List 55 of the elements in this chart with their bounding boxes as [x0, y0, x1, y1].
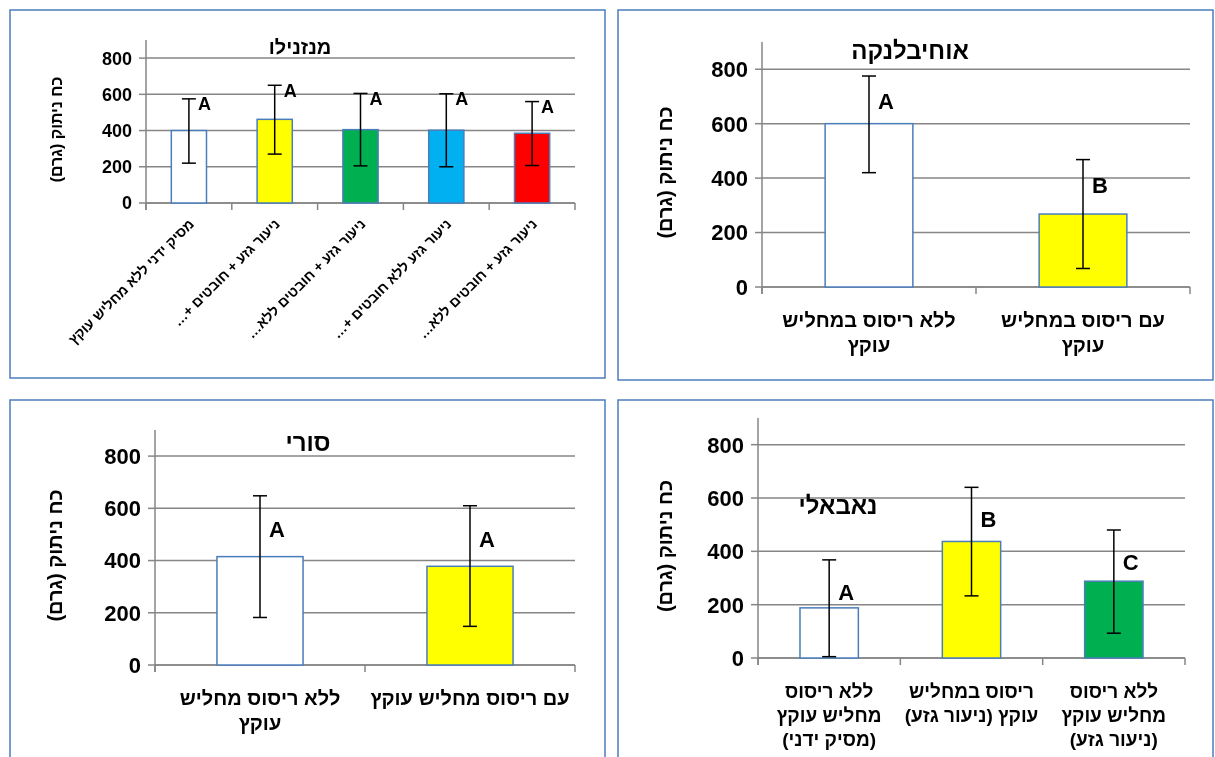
chart-title: מנזנילו — [268, 36, 332, 59]
y-axis-title: כח ניתוק (גרם) — [48, 76, 65, 183]
y-tick-label: 600 — [707, 485, 744, 511]
bar — [799, 607, 860, 659]
annotation: A — [479, 526, 495, 552]
annotation: A — [369, 88, 383, 109]
y-tick-label: 600 — [711, 111, 748, 137]
annotation: A — [878, 88, 894, 114]
y-tick-label: 400 — [104, 548, 141, 574]
annotation: A — [269, 516, 285, 542]
chart-title: סורי — [285, 428, 331, 456]
chart-title: אוחיבלנקה — [851, 36, 969, 64]
y-axis-title: כח ניתוק (גרם) — [654, 479, 676, 613]
y-tick-label: 200 — [104, 600, 141, 626]
x-tick-label: עם ריסוס במחליש עוקץ — [1001, 309, 1165, 356]
y-tick-label: 400 — [711, 166, 748, 192]
bar — [513, 132, 551, 204]
bar — [342, 128, 379, 204]
y-tick-label: 200 — [711, 220, 748, 246]
y-tick-label: 400 — [101, 121, 132, 142]
x-tick-label: ללא ריסוס במחליש עוקץ — [782, 309, 956, 356]
x-tick-label: ללא ריסוס מחליש עוקץ (ניעור גזע) — [1061, 681, 1167, 750]
bar — [427, 129, 465, 204]
y-tick-label: 800 — [104, 444, 141, 470]
annotation: A — [197, 94, 211, 115]
bar — [941, 540, 1002, 659]
x-tick-label: ללא ריסוס מחליש עוקץ (מסיק ידני) — [776, 681, 882, 750]
y-tick-label: 200 — [707, 592, 744, 618]
annotation: B — [980, 507, 997, 533]
bar — [256, 118, 294, 204]
x-tick-label: ללא ריסוס מחליש עוקץ — [179, 687, 341, 734]
y-tick-label: 800 — [707, 432, 744, 458]
y-tick-label: 200 — [101, 157, 132, 178]
y-tick-label: 0 — [128, 652, 141, 678]
annotation: A — [541, 97, 555, 118]
annotation: A — [283, 80, 297, 101]
annotation: A — [838, 579, 855, 605]
y-axis-title: כח ניתוק (גרם) — [44, 489, 66, 622]
x-tick-label: ריסוס במחליש עוקץ (ניעור גזע) — [904, 681, 1039, 726]
y-tick-label: 0 — [735, 274, 748, 300]
y-tick-label: 0 — [121, 193, 132, 214]
text: נאבאלי — [798, 491, 878, 519]
bar — [1083, 580, 1144, 659]
y-tick-label: 600 — [104, 496, 141, 522]
y-axis-title: כח ניתוק (גרם) — [654, 106, 676, 239]
y-tick-label: 800 — [101, 48, 132, 69]
y-tick-label: 400 — [707, 539, 744, 565]
x-tick-label: עם ריסוס מחליש עוקץ — [370, 687, 570, 709]
y-tick-label: 600 — [101, 84, 132, 105]
bar — [170, 129, 208, 204]
y-tick-label: 0 — [731, 645, 744, 671]
annotation: A — [455, 89, 469, 110]
annotation: C — [1122, 549, 1139, 575]
annotation: B — [1092, 172, 1108, 198]
y-tick-label: 800 — [711, 57, 748, 83]
